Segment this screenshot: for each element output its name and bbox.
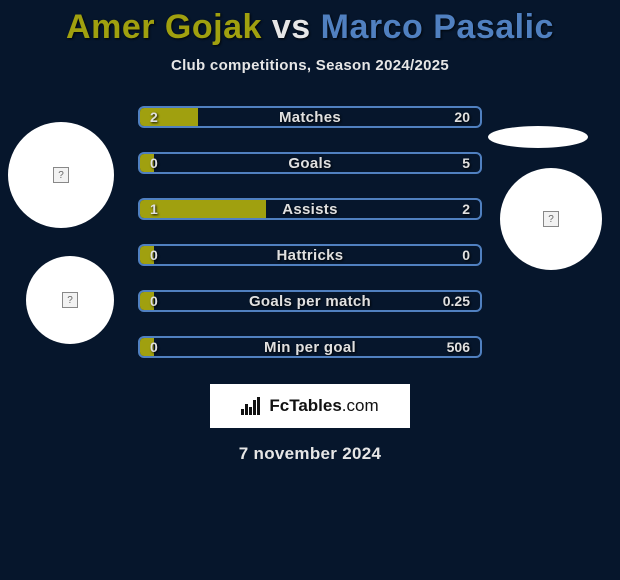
player2-avatar: ?	[500, 168, 602, 270]
stat-bar: 12Assists	[138, 198, 482, 220]
stat-label: Goals per match	[140, 292, 480, 310]
stat-bar: 00Hattricks	[138, 244, 482, 266]
stat-label: Matches	[140, 108, 480, 126]
image-placeholder-icon: ?	[543, 211, 559, 227]
logo-bars-icon	[241, 397, 263, 415]
image-placeholder-icon: ?	[62, 292, 78, 308]
stat-label: Assists	[140, 200, 480, 218]
stat-label: Goals	[140, 154, 480, 172]
stat-bar: 05Goals	[138, 152, 482, 174]
player1-avatar-large: ?	[8, 122, 114, 228]
vs-text: vs	[272, 8, 311, 46]
stat-bar: 00.25Goals per match	[138, 290, 482, 312]
comparison-title: Amer Gojak vs Marco Pasalic	[0, 0, 620, 47]
stats-bars: 220Matches 05Goals 12Assists 00Hattricks 00.…	[138, 106, 482, 358]
logo-text: FcTables.com	[269, 396, 378, 416]
player1-name: Amer Gojak	[66, 8, 262, 46]
stat-label: Hattricks	[140, 246, 480, 264]
image-placeholder-icon: ?	[53, 167, 69, 183]
player1-avatar-small: ?	[26, 256, 114, 344]
fctables-logo: FcTables.com	[210, 384, 410, 428]
subtitle: Club competitions, Season 2024/2025	[0, 57, 620, 74]
stat-bar: 220Matches	[138, 106, 482, 128]
stat-bar: 0506Min per goal	[138, 336, 482, 358]
player2-name: Marco Pasalic	[321, 8, 554, 46]
player2-ellipse	[488, 126, 588, 148]
snapshot-date: 7 november 2024	[0, 444, 620, 464]
stat-label: Min per goal	[140, 338, 480, 356]
